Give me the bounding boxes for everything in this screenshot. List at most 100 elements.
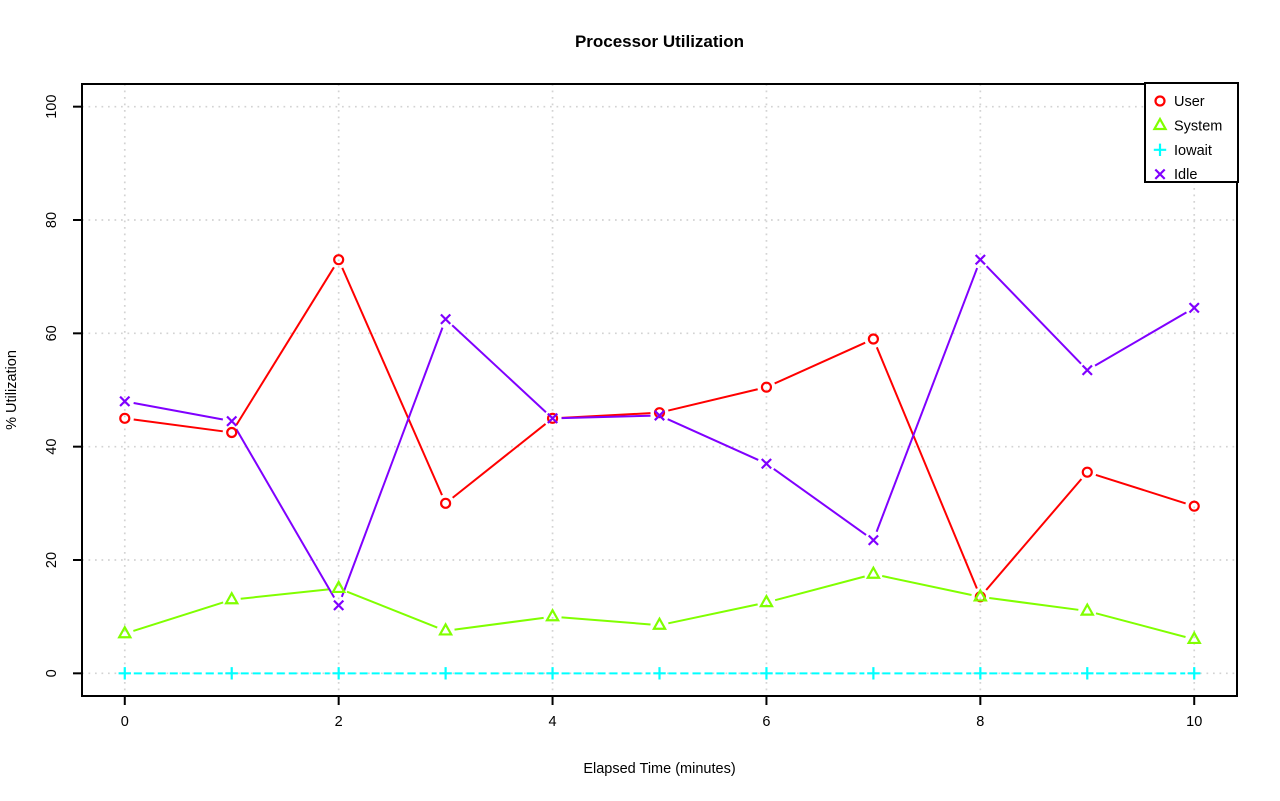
x-marker-icon — [119, 395, 131, 407]
legend: User System Iowait Idle — [1144, 82, 1239, 183]
triangle-marker-icon — [1186, 630, 1202, 645]
x-glyph — [119, 395, 131, 407]
x-glyph — [760, 458, 772, 470]
plus-glyph — [439, 667, 452, 680]
legend-entry-idle: Idle — [1154, 167, 1197, 183]
y-tick-label: 20 — [44, 552, 60, 568]
x-tick-label: 2 — [335, 714, 343, 730]
plus-marker-icon — [439, 667, 452, 680]
plot-border — [81, 83, 1238, 697]
x-glyph — [1154, 168, 1166, 180]
line-segment — [235, 266, 335, 426]
line-segment — [875, 346, 978, 589]
plus-glyph — [867, 667, 880, 680]
line-segment — [668, 388, 758, 412]
series-idle-markers — [119, 254, 1200, 611]
triangle-marker-icon — [1079, 602, 1095, 616]
circle-glyph — [546, 412, 559, 424]
circle-marker-icon — [226, 426, 238, 439]
triangle-glyph — [972, 588, 988, 602]
triangle-marker-icon — [652, 616, 667, 630]
triangle-glyph — [1079, 602, 1095, 616]
x-glyph — [1188, 302, 1200, 314]
plus-marker-icon — [1188, 667, 1201, 680]
plus-glyph — [1081, 667, 1094, 680]
plus-marker-icon — [1153, 143, 1167, 157]
line-segment — [235, 428, 336, 599]
x-glyph — [440, 313, 452, 325]
circle-marker-icon — [867, 333, 879, 345]
x-glyph — [1081, 364, 1093, 376]
circle-glyph — [867, 333, 879, 345]
x-marker-icon — [974, 254, 986, 266]
circle-marker-icon — [1154, 95, 1166, 107]
plus-glyph — [225, 667, 238, 680]
circle-glyph — [1154, 95, 1166, 107]
plus-marker-icon — [760, 667, 773, 680]
line-segment — [454, 616, 544, 631]
x-glyph — [547, 412, 559, 424]
plus-marker-icon — [118, 667, 131, 680]
triangle-marker-icon — [865, 565, 881, 579]
plus-glyph — [332, 667, 345, 680]
triangle-marker-icon — [972, 588, 988, 602]
circle-marker-icon — [333, 254, 345, 266]
plus-marker-icon — [546, 667, 559, 680]
triangle-glyph — [545, 608, 561, 622]
legend-box — [1144, 82, 1239, 183]
x-marker-icon — [654, 410, 665, 421]
plus-glyph — [974, 667, 987, 680]
triangle-glyph — [758, 593, 774, 608]
line-segment — [1095, 473, 1186, 505]
line-segment — [774, 341, 866, 385]
line-segment — [133, 401, 224, 421]
plus-glyph — [1153, 143, 1167, 157]
line-segment — [989, 597, 1079, 611]
series-idle-line — [133, 265, 1187, 599]
x-glyph — [867, 534, 879, 546]
plus-glyph — [546, 667, 559, 680]
triangle-marker-icon — [331, 579, 347, 594]
x-marker-icon — [547, 412, 559, 424]
line-segment — [133, 601, 224, 632]
triangle-glyph — [1152, 116, 1168, 131]
x-axis-label: Elapsed Time (minutes) — [583, 761, 736, 777]
plus-marker-icon — [1081, 667, 1094, 680]
chart-title: Processor Utilization — [574, 32, 745, 51]
series-iowait-markers — [118, 667, 1201, 680]
axis-ticks — [73, 105, 1196, 705]
line-segment — [341, 267, 443, 496]
triangle-glyph — [865, 565, 881, 579]
plus-marker-icon — [332, 667, 345, 680]
line-segment — [1095, 612, 1186, 638]
triangle-glyph — [652, 616, 667, 630]
line-segment — [881, 575, 972, 596]
circle-glyph — [226, 426, 238, 439]
triangle-glyph — [1186, 630, 1202, 645]
line-segment — [774, 575, 865, 602]
x-tick-label: 4 — [549, 714, 557, 730]
x-marker-icon — [333, 599, 345, 611]
line-segment — [1094, 311, 1187, 367]
x-marker-icon — [1188, 302, 1200, 314]
legend-label: System — [1174, 118, 1222, 134]
x-glyph — [974, 254, 986, 266]
series-system-line — [133, 575, 1186, 638]
x-marker-icon — [1081, 364, 1093, 376]
y-tick-label: 60 — [44, 325, 60, 341]
triangle-marker-icon — [1152, 116, 1168, 131]
line-segment — [240, 588, 330, 600]
line-segment — [875, 267, 979, 533]
line-segment — [668, 603, 758, 625]
plus-marker-icon — [867, 667, 880, 680]
series-user-line — [133, 266, 1186, 591]
triangle-marker-icon — [224, 591, 240, 605]
circle-glyph — [440, 497, 452, 509]
y-tick-label: 100 — [44, 95, 60, 119]
legend-label: Iowait — [1174, 143, 1212, 159]
line-segment — [133, 418, 223, 433]
triangle-marker-icon — [117, 625, 133, 639]
plus-glyph — [118, 667, 131, 680]
y-tick-label: 0 — [44, 669, 60, 677]
